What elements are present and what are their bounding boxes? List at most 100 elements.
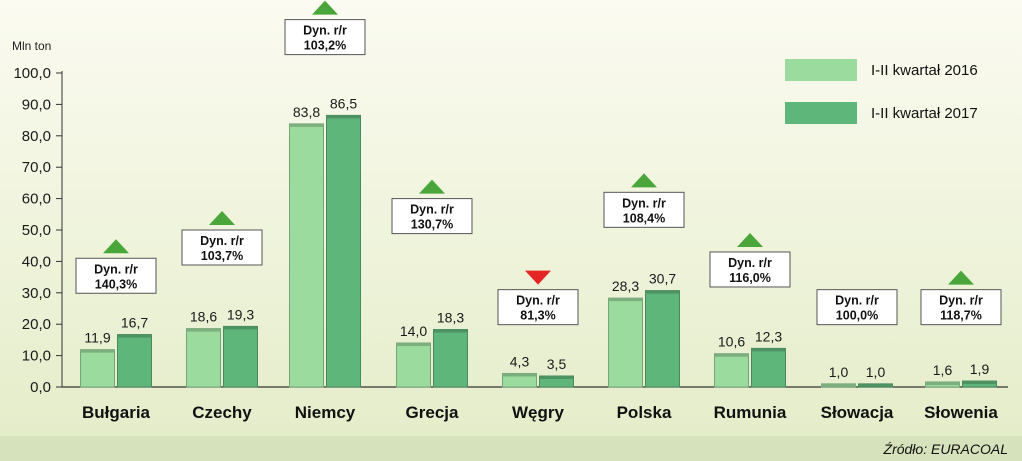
bar-top-edge bbox=[608, 298, 643, 302]
trend-up-icon bbox=[419, 179, 445, 194]
dynamics-box bbox=[75, 257, 157, 294]
bar-top-edge bbox=[396, 343, 431, 347]
y-tick-label: 30,0 bbox=[22, 285, 51, 302]
data-label: 1,9 bbox=[970, 361, 990, 377]
trend-up-icon bbox=[209, 211, 235, 225]
dynamics-value: 100,0% bbox=[836, 309, 878, 323]
bar-top-edge bbox=[925, 381, 960, 385]
bar bbox=[433, 329, 468, 388]
dynamics-value: 81,3% bbox=[520, 309, 555, 323]
bar-top-edge bbox=[117, 334, 152, 338]
y-tick-label: 80,0 bbox=[22, 128, 51, 145]
bar-top-edge bbox=[223, 326, 258, 330]
bar bbox=[608, 297, 643, 388]
legend-swatch bbox=[785, 59, 857, 81]
trend-up-icon bbox=[631, 173, 657, 188]
category-label: Polska bbox=[617, 403, 672, 422]
trend-up-icon bbox=[737, 232, 763, 247]
data-label: 28,3 bbox=[612, 278, 639, 294]
source-note: Źródło: EURACOAL bbox=[883, 441, 1008, 457]
trend-up-icon bbox=[103, 239, 129, 254]
data-label: 10,6 bbox=[718, 334, 745, 350]
dynamics-box bbox=[603, 191, 685, 228]
bar-top-edge bbox=[539, 376, 574, 380]
trend-up-icon bbox=[312, 0, 338, 15]
data-label: 18,3 bbox=[437, 310, 464, 326]
bar bbox=[80, 349, 115, 388]
data-label: 1,0 bbox=[866, 364, 886, 380]
trend-up-icon bbox=[948, 270, 974, 285]
dynamics-label: Dyn. r/r bbox=[94, 262, 138, 276]
dynamics-box bbox=[181, 229, 263, 266]
dynamics-label: Dyn. r/r bbox=[200, 234, 244, 248]
dynamics-value: 108,4% bbox=[623, 211, 665, 225]
y-tick-label: 70,0 bbox=[22, 159, 51, 176]
bar-top-edge bbox=[289, 123, 324, 127]
category-label: Węgry bbox=[512, 403, 565, 422]
dynamics-label: Dyn. r/r bbox=[728, 256, 772, 270]
bar bbox=[186, 328, 221, 388]
legend-swatch bbox=[785, 102, 857, 124]
bar bbox=[289, 123, 324, 388]
dynamics-value: 130,7% bbox=[411, 218, 453, 232]
bar-top-edge bbox=[186, 328, 221, 332]
data-label: 18,6 bbox=[190, 309, 217, 325]
dynamics-label: Dyn. r/r bbox=[622, 196, 666, 210]
dynamics-label: Dyn. r/r bbox=[939, 294, 983, 308]
data-label: 14,0 bbox=[400, 323, 427, 339]
y-tick-label: 60,0 bbox=[22, 191, 51, 208]
dynamics-label: Dyn. r/r bbox=[410, 203, 454, 217]
dynamics-box bbox=[391, 198, 473, 235]
dynamics-value: 118,7% bbox=[940, 309, 982, 323]
data-label: 12,3 bbox=[755, 328, 782, 344]
bar bbox=[645, 290, 680, 388]
y-tick-label: 10,0 bbox=[22, 348, 51, 365]
bar-top-edge bbox=[962, 381, 997, 385]
bar bbox=[396, 342, 431, 388]
data-label: 16,7 bbox=[121, 315, 148, 331]
y-axis-unit-label: Mln ton bbox=[12, 39, 51, 53]
bar-top-edge bbox=[645, 290, 680, 294]
bar-top-edge bbox=[502, 373, 537, 377]
dynamics-value: 103,2% bbox=[304, 39, 346, 53]
data-label: 30,7 bbox=[649, 271, 676, 287]
dynamics-box bbox=[816, 289, 898, 326]
bar bbox=[714, 353, 749, 388]
bar bbox=[117, 334, 152, 388]
category-label: Rumunia bbox=[714, 403, 787, 422]
dynamics-box bbox=[709, 251, 791, 288]
data-label: 1,0 bbox=[829, 364, 849, 380]
bar-top-edge bbox=[714, 353, 749, 357]
data-label: 11,9 bbox=[84, 330, 110, 346]
y-tick-label: 50,0 bbox=[22, 222, 51, 239]
y-tick-label: 0,0 bbox=[30, 379, 51, 396]
category-label: Niemcy bbox=[295, 403, 356, 422]
data-label: 1,6 bbox=[933, 362, 953, 378]
bar-top-edge bbox=[821, 383, 856, 387]
bar-top-edge bbox=[326, 115, 361, 119]
bar bbox=[751, 347, 786, 388]
y-tick-label: 20,0 bbox=[22, 316, 51, 333]
data-label: 83,8 bbox=[293, 104, 320, 120]
data-label: 4,3 bbox=[510, 353, 530, 369]
category-label: Grecja bbox=[406, 403, 459, 422]
dynamics-label: Dyn. r/r bbox=[835, 294, 879, 308]
dynamics-label: Dyn. r/r bbox=[516, 294, 560, 308]
bar-top-edge bbox=[433, 329, 468, 333]
dynamics-value: 103,7% bbox=[201, 249, 243, 263]
dynamics-label: Dyn. r/r bbox=[303, 24, 347, 38]
dynamics-value: 140,3% bbox=[95, 277, 137, 291]
source-bar bbox=[0, 436, 1022, 461]
y-tick-label: 40,0 bbox=[22, 253, 51, 270]
category-label: Czechy bbox=[192, 403, 252, 422]
legend-label: I-II kwartał 2016 bbox=[871, 62, 978, 79]
data-label: 19,3 bbox=[227, 306, 254, 322]
dynamics-value: 116,0% bbox=[729, 271, 771, 285]
trend-down-icon bbox=[525, 270, 551, 285]
bar bbox=[326, 114, 361, 388]
dynamics-box bbox=[284, 19, 366, 56]
legend-label: I-II kwartał 2017 bbox=[871, 105, 978, 122]
data-label: 3,5 bbox=[547, 356, 567, 372]
